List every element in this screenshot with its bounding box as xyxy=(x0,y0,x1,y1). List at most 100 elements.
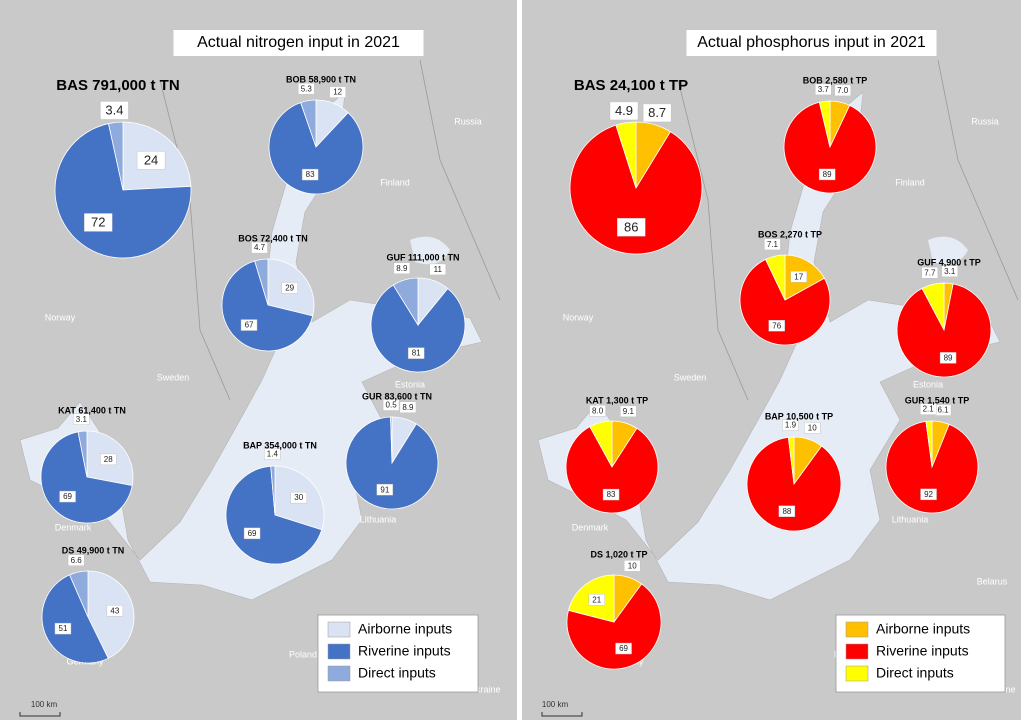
map-label: Denmark xyxy=(572,522,609,532)
value-label-box xyxy=(782,419,799,431)
value-label-box xyxy=(54,622,72,635)
value-label: 17 xyxy=(794,272,803,281)
value-label: 6.6 xyxy=(71,556,83,565)
value-label-box xyxy=(920,488,937,501)
pie-slice xyxy=(254,258,269,306)
panel-title: Actual phosphorus input in 2021 xyxy=(697,34,926,51)
pie-slice xyxy=(739,258,831,346)
value-label-box xyxy=(588,594,605,606)
value-label: 10 xyxy=(808,424,817,433)
value-label-box xyxy=(376,483,394,496)
value-label: 8.9 xyxy=(396,264,408,273)
value-label-box xyxy=(329,86,346,98)
pie-slice xyxy=(69,570,89,618)
pie-slice xyxy=(225,465,323,565)
value-label-box xyxy=(243,527,261,540)
border xyxy=(937,59,1019,301)
value-label-box xyxy=(100,101,129,120)
value-label-box xyxy=(281,282,298,294)
border xyxy=(419,59,501,301)
value-label: 5.3 xyxy=(301,84,313,93)
value-label: 89 xyxy=(823,170,832,179)
value-label: 10 xyxy=(628,561,637,570)
value-label: 72 xyxy=(91,214,105,229)
map-label: Belarus xyxy=(977,576,1008,586)
scale-bar xyxy=(19,712,61,717)
value-label: 1.4 xyxy=(267,450,279,459)
value-label-box xyxy=(609,101,639,121)
value-label-box xyxy=(620,405,637,418)
basin-label: GUF 4,900 t TP xyxy=(917,257,981,267)
scale-bar xyxy=(541,712,583,717)
value-label: 8.7 xyxy=(648,105,666,120)
pie-slice xyxy=(765,254,786,301)
legend-swatch xyxy=(327,643,351,660)
value-label: 8.0 xyxy=(592,406,604,415)
map-label: Poland xyxy=(289,649,317,659)
value-label: 7.7 xyxy=(924,268,936,277)
pie-slice xyxy=(300,99,317,148)
pie-slice xyxy=(569,124,703,255)
map-label: Denmark xyxy=(55,522,92,532)
value-label-box xyxy=(615,642,632,655)
value-label: 9.1 xyxy=(623,407,635,416)
value-label-box xyxy=(136,151,166,170)
value-label-box xyxy=(919,403,937,415)
basin-label: KAT 61,400 t TN xyxy=(58,405,126,415)
map-label: Sweden xyxy=(674,372,707,382)
value-label: 67 xyxy=(245,321,254,330)
basin-label: GUR 83,600 t TN xyxy=(362,391,432,401)
basin-label: DS 49,900 t TN xyxy=(62,545,125,555)
value-label-box xyxy=(84,213,113,232)
value-label-box xyxy=(617,218,646,237)
value-label: 3.1 xyxy=(944,267,956,276)
value-label-box xyxy=(624,560,641,572)
value-label-box xyxy=(382,399,400,411)
pie-slice xyxy=(565,426,659,514)
value-label-box xyxy=(106,605,124,617)
panel-title: Actual nitrogen input in 2021 xyxy=(197,34,400,51)
value-label: 28 xyxy=(104,455,113,464)
value-label: 8.9 xyxy=(402,403,414,412)
legend-swatch xyxy=(327,665,351,682)
border xyxy=(677,79,749,401)
value-label-box xyxy=(815,83,832,96)
map-label: Norway xyxy=(45,312,76,322)
lake xyxy=(410,236,450,265)
legend-label: Direct inputs xyxy=(358,665,436,681)
basin-label: BOS 2,270 t TP xyxy=(758,229,822,239)
lake xyxy=(928,236,968,265)
map-label: Russia xyxy=(454,116,482,126)
value-label: 91 xyxy=(380,485,389,494)
pie-slice xyxy=(108,121,124,191)
legend-swatch xyxy=(845,621,869,638)
value-label: 21 xyxy=(592,595,601,604)
value-label: 4.7 xyxy=(254,243,266,252)
value-label-box xyxy=(407,347,425,359)
value-label-box xyxy=(100,453,117,466)
value-label: 88 xyxy=(782,507,791,516)
map-label: Estonia xyxy=(913,379,943,389)
legend-label: Airborne inputs xyxy=(876,621,970,637)
value-label-box xyxy=(790,271,807,283)
pie-slice xyxy=(41,574,109,664)
pie-slice xyxy=(896,283,992,378)
value-label-box xyxy=(301,168,319,181)
value-label: 43 xyxy=(110,606,119,615)
map-label: Sweden xyxy=(157,372,190,382)
basin-label: BOS 72,400 t TN xyxy=(238,233,308,243)
value-label: 2.1 xyxy=(923,405,935,414)
value-label: 51 xyxy=(59,624,68,633)
pie-slice xyxy=(268,102,364,195)
value-label: 76 xyxy=(772,321,781,330)
value-label: 69 xyxy=(63,492,72,501)
pie-slice xyxy=(925,420,933,468)
map-label: Lithuania xyxy=(360,514,397,524)
pie-slice xyxy=(783,101,877,194)
value-label: 12 xyxy=(333,88,342,97)
map-label: Lithuania xyxy=(892,514,929,524)
map-label: Estonia xyxy=(395,379,425,389)
basin-label: BOB 58,900 t TN xyxy=(286,74,356,84)
pie-slice xyxy=(885,420,979,514)
